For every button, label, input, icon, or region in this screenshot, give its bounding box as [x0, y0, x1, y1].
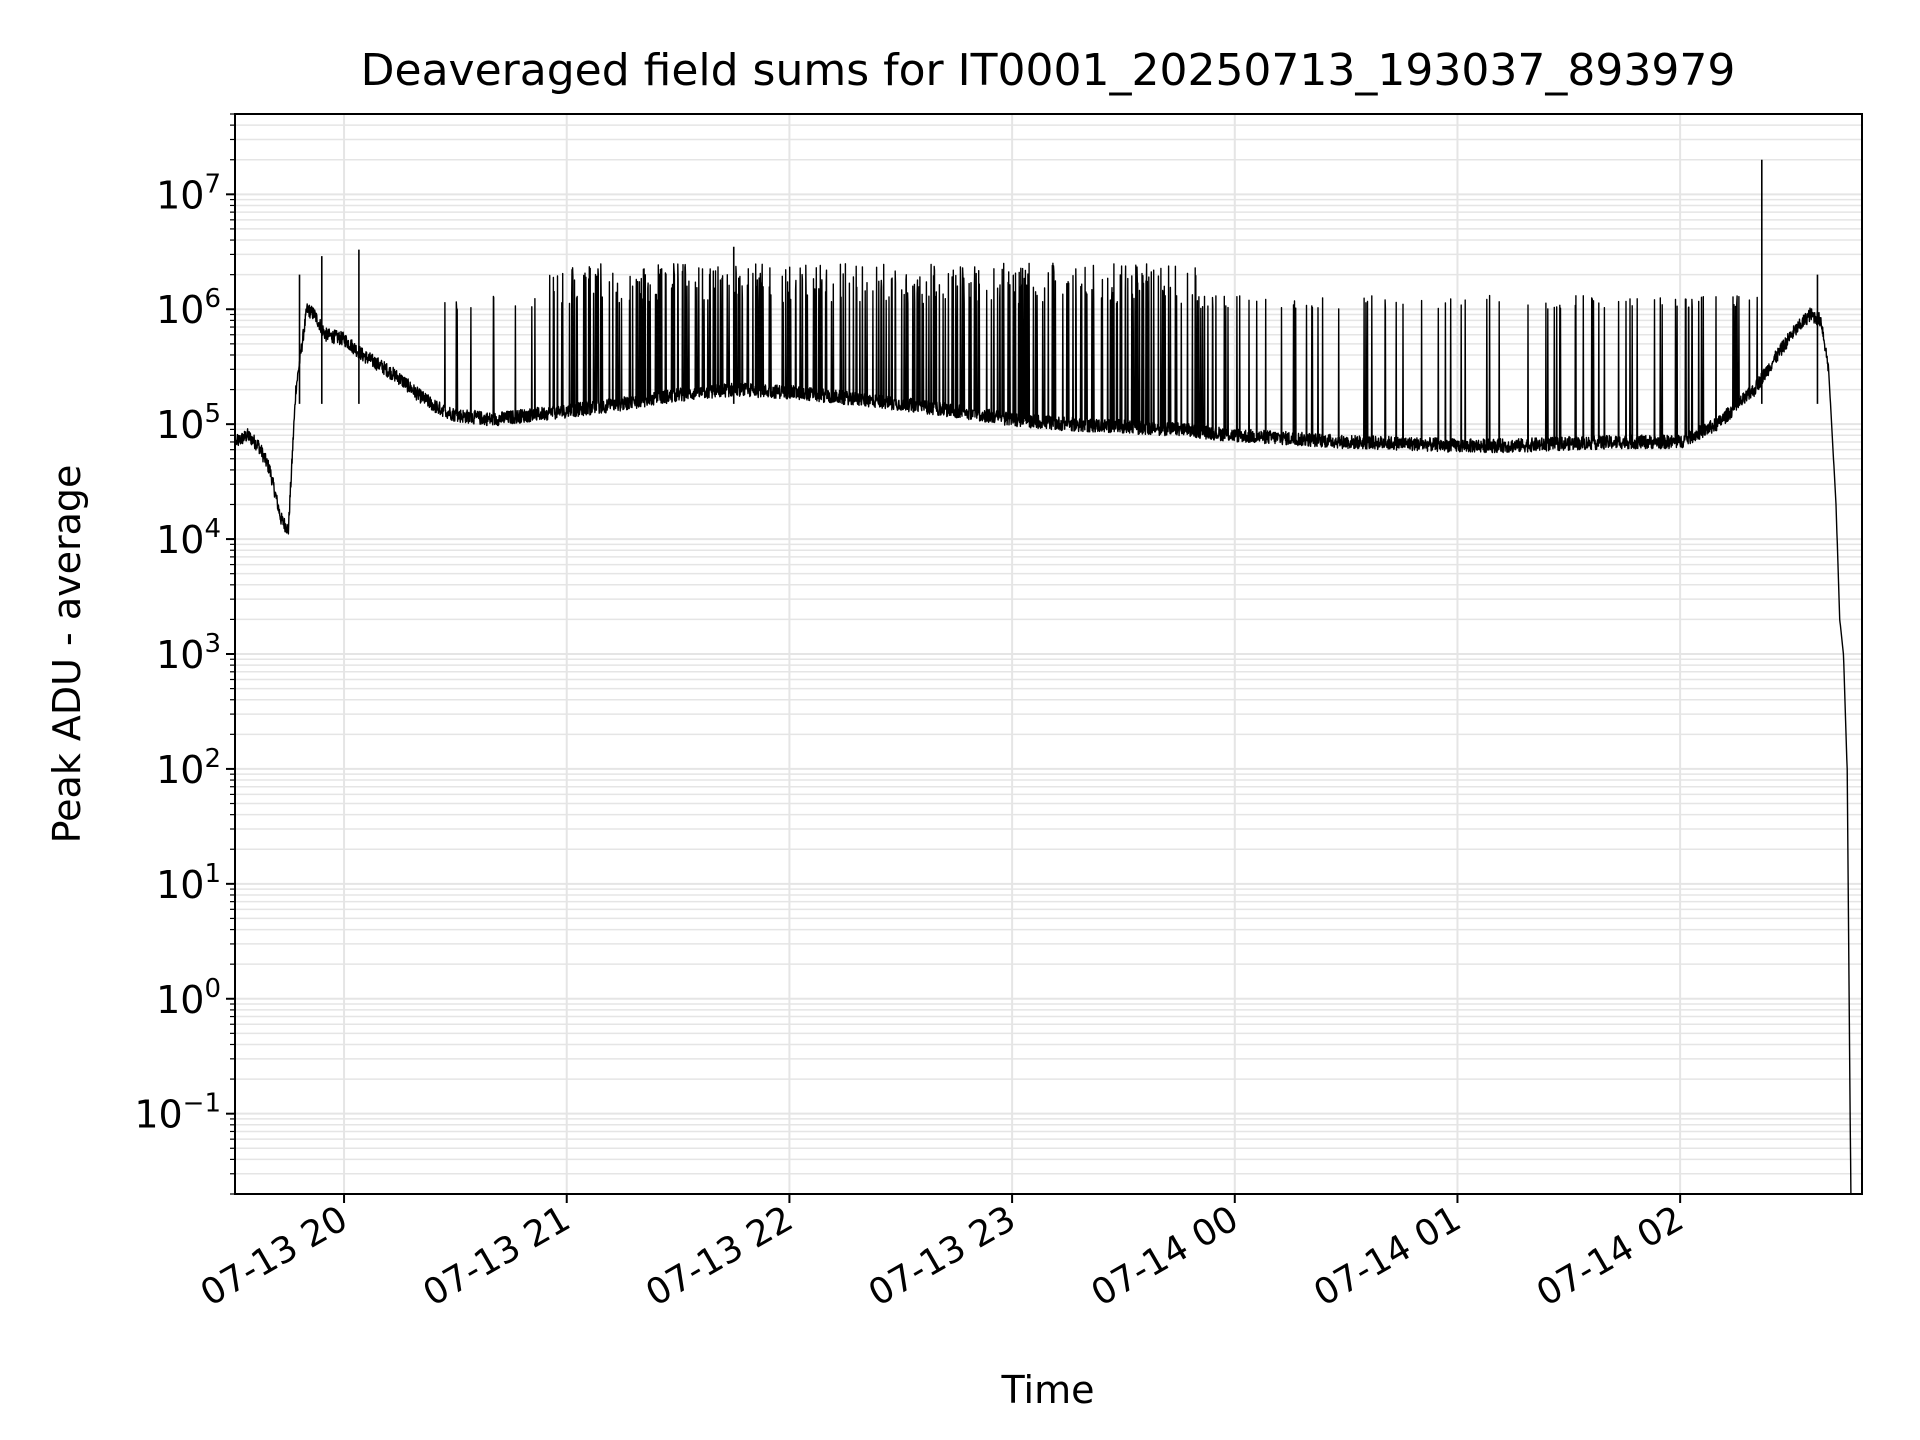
- y-tick-label: 103: [156, 629, 221, 677]
- y-tick-label: 10−1: [134, 1089, 221, 1137]
- y-tick-label: 107: [156, 169, 221, 217]
- grid-layer: [235, 113, 1862, 1195]
- y-tick-label: 100: [156, 974, 221, 1022]
- y-tick-label: 101: [156, 859, 221, 907]
- y-tick-label: 106: [156, 284, 221, 332]
- series-line: [235, 262, 1852, 1195]
- y-tick-label: 105: [156, 399, 221, 447]
- chart-title: Deaveraged field sums for IT0001_2025071…: [361, 45, 1736, 96]
- y-tick-label: 102: [156, 744, 221, 792]
- y-axis-label: Peak ADU - average: [45, 465, 89, 844]
- y-tick-label: 104: [156, 514, 221, 562]
- x-axis-label: Time: [1001, 1368, 1095, 1412]
- plot-layer: [235, 159, 1852, 1195]
